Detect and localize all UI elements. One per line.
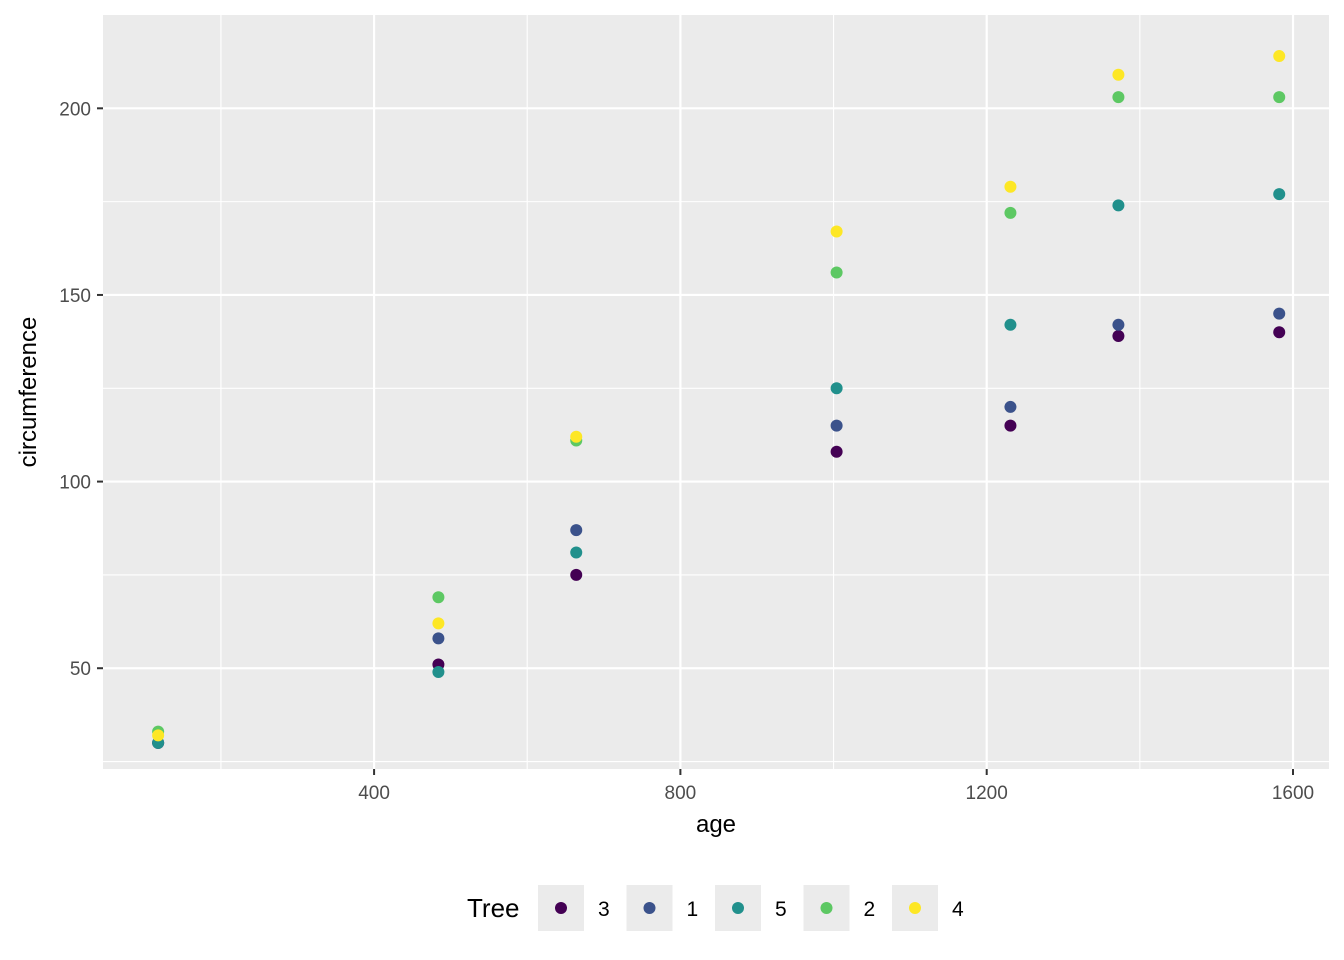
data-point	[1273, 91, 1286, 104]
legend: Tree 3 1 5 2 4	[467, 885, 964, 931]
legend-item-1: 1	[626, 885, 699, 931]
minor-gridlines	[103, 15, 1329, 769]
y-tick-label: 150	[59, 286, 91, 307]
y-tick-label: 100	[59, 473, 91, 494]
data-point	[1112, 318, 1125, 331]
legend-key-point	[909, 902, 921, 914]
x-tick-labels: 400 800 1200 1600	[358, 783, 1314, 804]
data-point	[432, 632, 445, 645]
data-point	[570, 568, 583, 581]
series-tree-5	[152, 188, 1286, 749]
y-tick-labels: 50 100 150 200	[59, 99, 91, 680]
data-point	[152, 729, 165, 742]
legend-item-4: 4	[892, 885, 964, 931]
major-gridlines	[103, 15, 1329, 769]
data-point	[570, 546, 583, 559]
legend-key-point	[732, 902, 744, 914]
data-point	[830, 225, 843, 238]
data-point	[1112, 91, 1125, 104]
legend-key-point	[555, 902, 567, 914]
legend-key-point	[643, 902, 656, 914]
legend-label: 4	[952, 898, 964, 921]
data-point	[1004, 180, 1017, 193]
data-point	[1273, 307, 1286, 320]
x-tick-label: 800	[665, 783, 697, 804]
legend-item-5: 5	[715, 885, 787, 931]
x-axis-title: age	[696, 811, 736, 838]
y-axis-title: circumference	[15, 317, 42, 468]
axis-ticks	[97, 107, 1295, 775]
legend-key-point	[820, 902, 833, 914]
legend-items: 3 1 5 2 4	[538, 885, 964, 931]
data-point	[1004, 318, 1017, 331]
data-point	[830, 445, 843, 458]
series-tree-4	[152, 50, 1286, 742]
data-point	[1112, 330, 1125, 343]
data-point	[1112, 68, 1125, 81]
x-tick-label: 1200	[966, 783, 1008, 804]
x-tick-label: 400	[358, 783, 390, 804]
data-point	[830, 266, 843, 279]
data-point	[1273, 326, 1286, 339]
data-point	[1004, 419, 1017, 432]
legend-label: 1	[687, 898, 699, 921]
legend-label: 5	[775, 898, 787, 921]
data-points	[152, 50, 1286, 749]
data-point	[830, 419, 843, 432]
data-point	[432, 617, 445, 630]
data-point	[570, 524, 583, 537]
data-point	[1112, 199, 1125, 212]
legend-item-3: 3	[538, 885, 610, 931]
data-point	[1004, 206, 1017, 219]
y-tick-label: 200	[59, 99, 91, 120]
legend-title: Tree	[467, 893, 520, 923]
y-tick-label: 50	[70, 659, 91, 680]
data-point	[1273, 50, 1286, 63]
data-point	[432, 591, 445, 604]
x-tick-label: 1600	[1272, 783, 1314, 804]
data-point	[830, 382, 843, 395]
legend-item-2: 2	[803, 885, 876, 931]
legend-label: 2	[864, 898, 876, 921]
data-point	[570, 430, 583, 443]
data-point	[1273, 188, 1286, 201]
panel-background	[103, 15, 1329, 769]
data-point	[432, 665, 445, 678]
data-point	[1004, 400, 1017, 413]
legend-label: 3	[598, 898, 610, 921]
